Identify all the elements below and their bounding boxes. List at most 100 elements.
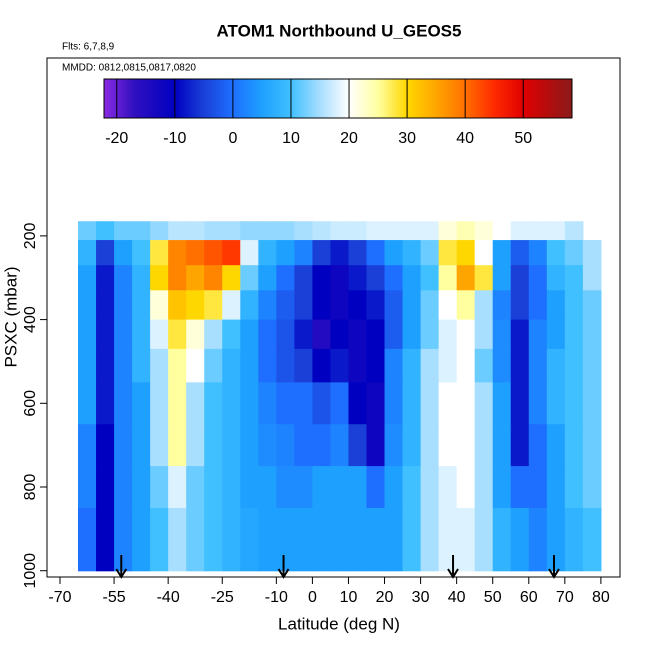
heat-cell bbox=[456, 265, 476, 291]
heat-cell bbox=[366, 424, 386, 467]
heat-cell bbox=[438, 221, 458, 241]
heat-cell bbox=[168, 265, 187, 291]
heat-cell bbox=[384, 290, 404, 321]
heat-cell bbox=[312, 290, 332, 321]
heat-cell bbox=[258, 507, 277, 572]
heat-cell bbox=[546, 319, 566, 350]
heat-cell bbox=[204, 240, 223, 266]
y-axis-label: PSXC (mbar) bbox=[1, 266, 20, 367]
heat-cell bbox=[186, 348, 205, 383]
heat-cell bbox=[528, 466, 548, 509]
heat-cell bbox=[528, 507, 548, 572]
heat-cell bbox=[168, 221, 187, 241]
heat-cell bbox=[240, 382, 259, 425]
heat-cell bbox=[528, 319, 548, 350]
y-tick-label: 400 bbox=[22, 306, 39, 333]
heat-cell bbox=[366, 507, 386, 572]
heat-cell bbox=[420, 507, 440, 572]
heat-cell bbox=[312, 221, 332, 241]
heat-cell bbox=[240, 348, 259, 383]
heat-cell bbox=[582, 240, 602, 266]
heat-cell bbox=[150, 382, 169, 425]
heat-cell bbox=[132, 221, 151, 241]
colorbar-tick-label: 20 bbox=[340, 130, 358, 147]
heat-cell bbox=[582, 319, 602, 350]
heat-cell bbox=[168, 240, 187, 266]
heat-cell bbox=[510, 507, 530, 572]
heat-cell bbox=[384, 348, 404, 383]
heat-cell bbox=[294, 319, 314, 350]
heat-cell bbox=[366, 221, 386, 241]
heat-cell bbox=[258, 382, 277, 425]
heat-cell bbox=[222, 348, 241, 383]
heat-cell bbox=[420, 290, 440, 321]
arrow-head bbox=[548, 568, 560, 579]
heat-cell bbox=[258, 348, 277, 383]
heat-cell bbox=[114, 240, 133, 266]
heat-cell bbox=[78, 466, 97, 509]
heat-cell bbox=[510, 382, 530, 425]
heat-cell bbox=[294, 382, 314, 425]
arrow-head bbox=[277, 568, 290, 579]
heat-cell bbox=[276, 265, 295, 291]
x-axis-label: Latitude (deg N) bbox=[278, 614, 400, 633]
heat-cell bbox=[348, 507, 368, 572]
heat-cell bbox=[510, 319, 530, 350]
heat-cell bbox=[474, 290, 494, 321]
heat-cell bbox=[402, 265, 422, 291]
heat-cell bbox=[132, 265, 151, 291]
heat-cell bbox=[186, 424, 205, 467]
heat-cell bbox=[510, 424, 530, 467]
colorbar-tick-label: 0 bbox=[228, 130, 237, 147]
heat-cell bbox=[438, 507, 458, 572]
x-tick-label: -25 bbox=[211, 589, 234, 606]
heat-cell bbox=[258, 265, 277, 291]
heat-cell bbox=[474, 221, 494, 241]
heat-cell bbox=[420, 265, 440, 291]
heat-cell bbox=[474, 424, 494, 467]
heat-cell bbox=[222, 240, 241, 266]
heat-cell bbox=[204, 424, 223, 467]
heat-cell bbox=[78, 290, 97, 321]
heat-cell bbox=[78, 348, 97, 383]
heat-cell bbox=[330, 319, 350, 350]
heat-cell bbox=[510, 466, 530, 509]
heat-cell bbox=[546, 382, 566, 425]
heat-cell bbox=[546, 507, 566, 572]
heat-cell bbox=[546, 240, 566, 266]
subtitle: Flts: 6,7,8,9 bbox=[62, 42, 115, 53]
heat-cell bbox=[564, 382, 584, 425]
y-tick-label: 1000 bbox=[22, 553, 39, 589]
heat-cell bbox=[114, 382, 133, 425]
heat-cell bbox=[312, 348, 332, 383]
heat-cell bbox=[114, 424, 133, 467]
heat-cell bbox=[240, 507, 259, 572]
heat-cell bbox=[204, 348, 223, 383]
heat-cell bbox=[186, 221, 205, 241]
heat-cell bbox=[168, 466, 187, 509]
heat-cell bbox=[510, 348, 530, 383]
x-tick-label: 20 bbox=[376, 589, 394, 606]
heat-cell bbox=[312, 382, 332, 425]
heat-cell bbox=[132, 424, 151, 467]
heat-cell bbox=[204, 466, 223, 509]
heat-cell bbox=[402, 466, 422, 509]
heat-cell bbox=[564, 265, 584, 291]
heat-cell bbox=[294, 265, 314, 291]
heat-cell bbox=[546, 221, 566, 241]
heat-cell bbox=[582, 348, 602, 383]
heat-cell bbox=[276, 348, 295, 383]
heat-cell bbox=[294, 240, 314, 266]
heat-cell bbox=[222, 290, 241, 321]
heat-cell bbox=[294, 348, 314, 383]
heat-cell bbox=[186, 240, 205, 266]
heat-cell bbox=[150, 319, 169, 350]
heat-cell bbox=[348, 240, 368, 266]
heat-cell bbox=[114, 466, 133, 509]
heat-cell bbox=[168, 507, 187, 572]
heat-cell bbox=[492, 348, 512, 383]
plot-frame bbox=[46, 57, 621, 578]
heat-cell bbox=[96, 382, 115, 425]
heat-cell bbox=[78, 319, 97, 350]
heat-cell bbox=[132, 382, 151, 425]
